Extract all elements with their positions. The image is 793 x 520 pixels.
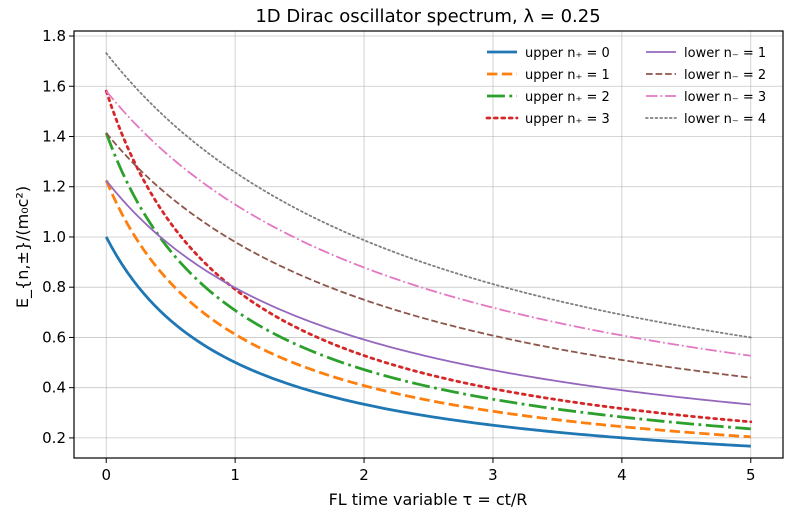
x-tick-label: 0	[101, 466, 111, 484]
x-axis: 0 1 2 3 4 5	[101, 458, 756, 484]
plot-frame	[73, 30, 784, 459]
y-tick-label: 0.6	[42, 328, 66, 346]
x-tick-label: 3	[488, 466, 498, 484]
y-tick-label: 1.2	[42, 178, 66, 196]
y-tick-label: 0.4	[42, 379, 66, 397]
x-tick-label: 1	[230, 466, 240, 484]
y-tick-label: 1.4	[42, 127, 66, 145]
x-tick-label: 4	[617, 466, 627, 484]
series-line-2	[104, 132, 751, 431]
legend-label-3: upper n₊ = 3	[525, 112, 610, 127]
y-tick-label: 1.0	[42, 228, 66, 246]
legend-label-2: upper n₊ = 2	[525, 90, 610, 105]
legend-label-6: lower n₋ = 3	[684, 90, 766, 105]
y-tick-label: 1.6	[42, 77, 66, 95]
series-line-0	[104, 236, 751, 448]
series-layer	[104, 52, 753, 448]
y-axis: 0.2 0.4 0.6 0.8 1.0 1.2 1.4 1.6 1.8	[42, 27, 74, 447]
y-tick-label: 0.8	[42, 278, 66, 296]
legend-label-1: upper n₊ = 1	[525, 68, 610, 83]
y-axis-label: E_{n,±}/(m₀c²)	[13, 186, 33, 308]
series-line-7	[105, 52, 752, 339]
legend: upper n₊ = 0 upper n₊ = 1 upper n₊ = 2 uppe…	[485, 46, 766, 127]
legend-label-5: lower n₋ = 2	[684, 68, 766, 83]
series-line-3	[104, 89, 753, 424]
y-tick-label: 0.2	[42, 429, 66, 447]
series-line-5	[105, 132, 751, 379]
y-tick-label: 1.8	[42, 27, 66, 45]
legend-label-4: lower n₋ = 1	[684, 46, 766, 61]
legend-label-0: upper n₊ = 0	[525, 46, 610, 61]
series-line-6	[105, 90, 751, 357]
x-axis-label: FL time variable τ = ct/R	[329, 490, 528, 509]
series-line-1	[104, 179, 751, 439]
x-tick-label: 5	[746, 466, 756, 484]
series-line-4	[105, 179, 751, 406]
grid	[74, 31, 783, 458]
chart-title: 1D Dirac oscillator spectrum, λ = 0.25	[255, 6, 600, 27]
x-tick-label: 2	[359, 466, 369, 484]
legend-label-7: lower n₋ = 4	[684, 112, 766, 127]
